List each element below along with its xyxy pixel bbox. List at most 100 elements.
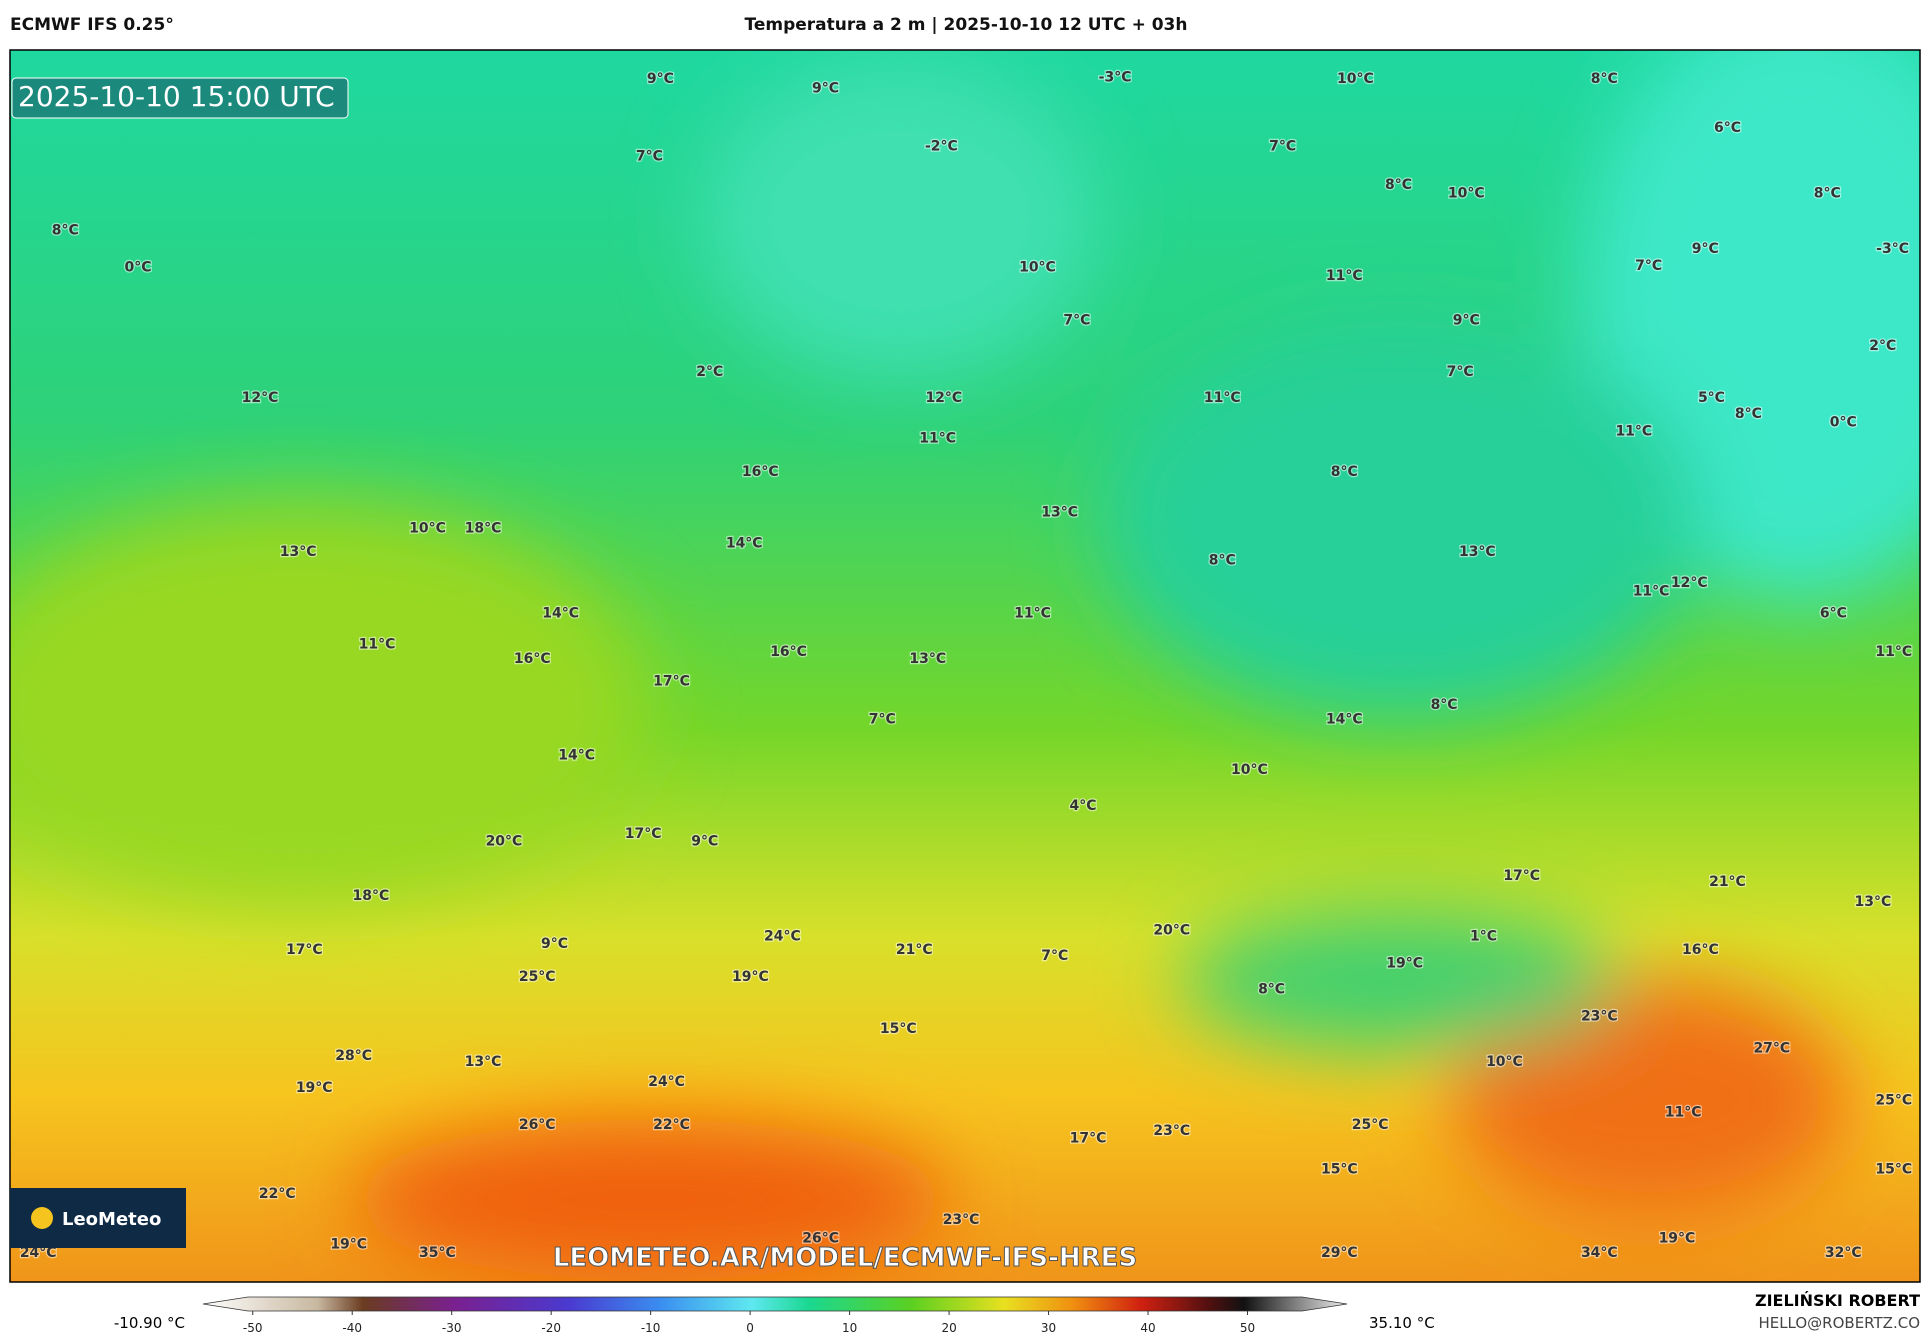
temp-label: 26°C <box>802 1230 839 1246</box>
temp-label: -2°C <box>925 139 958 155</box>
temp-label: 15°C <box>880 1021 917 1037</box>
tick-label: -10 <box>641 1321 661 1335</box>
temp-label: 16°C <box>742 464 779 480</box>
temp-label: 9°C <box>812 81 839 97</box>
temp-label: 13°C <box>465 1054 502 1070</box>
temp-label: 10°C <box>1337 71 1374 87</box>
temp-label: 19°C <box>296 1080 333 1096</box>
temp-label: 0°C <box>1830 415 1857 431</box>
temp-label: 10°C <box>1448 185 1485 201</box>
tick-label: 40 <box>1140 1321 1155 1335</box>
temp-label: 13°C <box>909 651 946 667</box>
temp-label: 10°C <box>1019 259 1056 275</box>
temp-label: 0°C <box>124 259 151 275</box>
temp-label: 9°C <box>1453 312 1480 328</box>
temp-label: 13°C <box>1459 544 1496 560</box>
temp-label: 29°C <box>1321 1245 1358 1261</box>
temp-label: 7°C <box>1635 258 1662 274</box>
model-name: ECMWF IFS 0.25° <box>10 15 174 35</box>
temp-label: 16°C <box>514 651 551 667</box>
temp-label: 8°C <box>1385 177 1412 193</box>
tick-label: 20 <box>941 1321 956 1335</box>
temp-label: -3°C <box>1876 241 1909 257</box>
temp-label: 15°C <box>1321 1161 1358 1177</box>
temp-label: 7°C <box>1063 312 1090 328</box>
temp-label: 1°C <box>1470 928 1497 944</box>
temp-label: 17°C <box>1070 1131 1107 1147</box>
temp-label: 26°C <box>519 1117 556 1133</box>
temp-label: 14°C <box>726 535 763 551</box>
temp-label: 25°C <box>519 969 556 985</box>
temp-label: 9°C <box>1692 241 1719 257</box>
logo: LeoMeteo <box>62 1209 161 1230</box>
temp-label: 7°C <box>636 148 663 164</box>
tick-label: -20 <box>541 1321 561 1335</box>
temp-label: 21°C <box>896 942 933 958</box>
temp-label: 23°C <box>943 1212 980 1228</box>
temp-label: 14°C <box>558 747 595 763</box>
tick-label: 0 <box>746 1321 754 1335</box>
temp-label: 6°C <box>1714 120 1741 136</box>
tick-label: -30 <box>442 1321 462 1335</box>
watermark: LEOMETEO.AR/MODEL/ECMWF-IFS-HRES <box>553 1243 1137 1273</box>
temp-label: 7°C <box>1041 948 1068 964</box>
tick-label: -40 <box>342 1321 362 1335</box>
temp-label: 16°C <box>1682 942 1719 958</box>
temp-label: 11°C <box>1633 583 1670 599</box>
temp-label: 16°C <box>770 644 807 660</box>
temp-label: 13°C <box>1041 505 1078 521</box>
temp-label: 9°C <box>541 936 568 952</box>
temp-label: 4°C <box>1070 798 1097 814</box>
temp-label: 11°C <box>1014 606 1051 622</box>
temp-label: 8°C <box>1331 464 1358 480</box>
temp-label: 17°C <box>1503 868 1540 884</box>
temp-label: 8°C <box>1591 71 1618 87</box>
temp-label: 19°C <box>330 1236 367 1252</box>
temp-label: 11°C <box>919 431 956 447</box>
temp-label: 11°C <box>1204 390 1241 406</box>
temp-label: 19°C <box>1386 956 1423 972</box>
tick-label: 30 <box>1041 1321 1056 1335</box>
temp-label: 7°C <box>1269 139 1296 155</box>
temp-label: 23°C <box>1153 1123 1190 1139</box>
tick-label: 50 <box>1240 1321 1255 1335</box>
temp-label: 8°C <box>1431 697 1458 713</box>
temp-label: 25°C <box>1352 1117 1389 1133</box>
temp-label: 11°C <box>1326 268 1363 284</box>
temp-label: 8°C <box>1814 185 1841 201</box>
contact: HELLO@ROBERTZ.CO <box>1758 1314 1920 1332</box>
temp-label: 12°C <box>1671 575 1708 591</box>
temp-label: 20°C <box>486 834 523 850</box>
temp-label: 9°C <box>647 71 674 87</box>
temp-label: 14°C <box>1326 712 1363 728</box>
temp-label: 8°C <box>1735 406 1762 422</box>
temp-label: 18°C <box>352 888 389 904</box>
temp-label: 24°C <box>648 1074 685 1090</box>
temp-label: 18°C <box>465 521 502 537</box>
temp-label: 11°C <box>1875 644 1912 660</box>
temp-label: 19°C <box>1659 1230 1696 1246</box>
temp-label: 11°C <box>359 636 396 652</box>
temp-label: 10°C <box>1486 1054 1523 1070</box>
temp-label: 13°C <box>280 544 317 560</box>
temp-label: 12°C <box>925 390 962 406</box>
temp-label: 24°C <box>764 928 801 944</box>
tick-label: -50 <box>243 1321 263 1335</box>
temp-label: 2°C <box>1869 338 1896 354</box>
colorbar <box>202 1296 1348 1312</box>
temp-label: 8°C <box>52 222 79 238</box>
temp-label: 22°C <box>259 1186 296 1202</box>
temp-label: 12°C <box>242 390 279 406</box>
author: ZIELIŃSKI ROBERT <box>1755 1291 1920 1310</box>
temp-label: 21°C <box>1709 874 1746 890</box>
tick-label: 10 <box>842 1321 857 1335</box>
temp-label: 15°C <box>1875 1161 1912 1177</box>
temp-label: 10°C <box>409 521 446 537</box>
temp-label: 17°C <box>653 673 690 689</box>
temp-label: 35°C <box>419 1245 456 1261</box>
temp-label: 25°C <box>1875 1092 1912 1108</box>
valid-time: 2025-10-10 15:00 UTC <box>18 80 335 113</box>
temp-label: 28°C <box>335 1048 372 1064</box>
temp-label: 13°C <box>1854 894 1891 910</box>
